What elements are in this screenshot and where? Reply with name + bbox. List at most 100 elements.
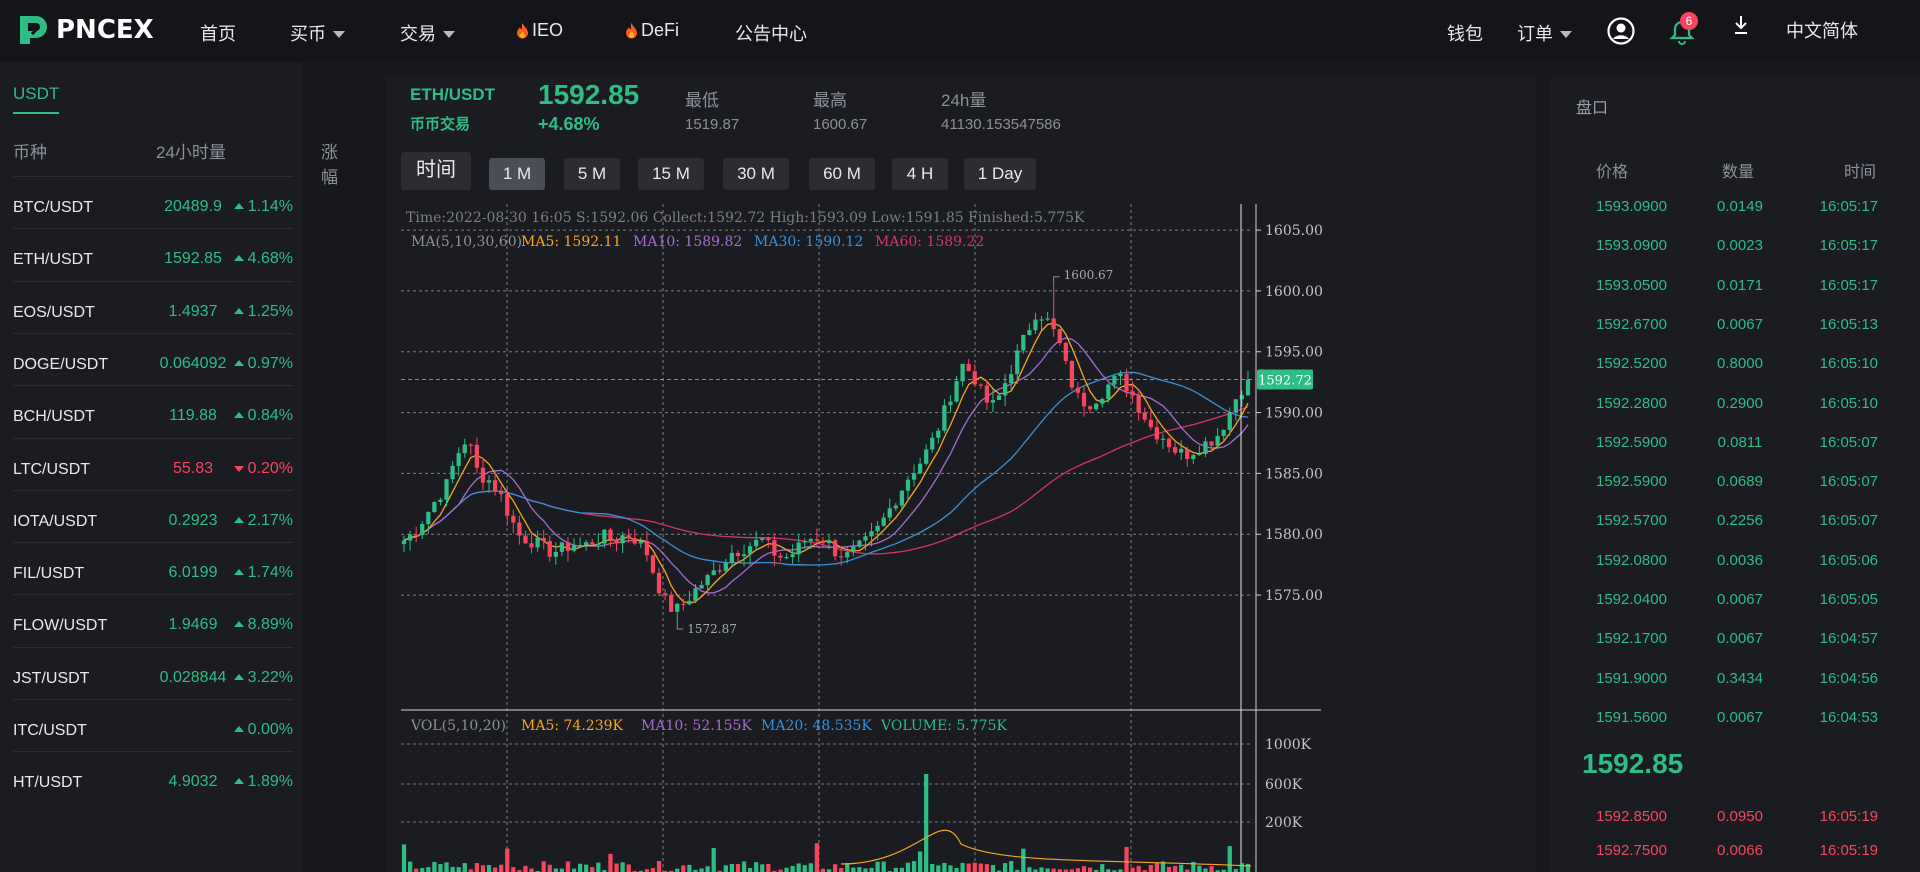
trade-price: 1593.0900 xyxy=(1596,237,1667,255)
market-row[interactable]: IOTA/USDT 0.2923 2.17% xyxy=(13,489,293,542)
volume-bar xyxy=(1021,848,1026,872)
market-row[interactable]: EOS/USDT 1.4937 1.25% xyxy=(13,280,293,333)
nav-wallet[interactable]: 钱包 xyxy=(1447,20,1483,46)
trade-row: 1591.9000 0.3434 16:04:56 xyxy=(1550,670,1920,694)
volume-bar xyxy=(499,864,504,872)
market-change: 0.20% xyxy=(233,459,293,478)
market-row[interactable]: FLOW/USDT 1.9469 8.89% xyxy=(13,594,293,646)
volume-bar xyxy=(1033,869,1038,872)
volume-bar xyxy=(541,861,546,872)
volume-bar xyxy=(990,865,996,872)
volume-bar xyxy=(650,868,656,872)
tab-usdt[interactable]: USDT xyxy=(13,84,60,114)
candle-body xyxy=(414,534,419,536)
market-symbol: IOTA/USDT xyxy=(13,512,98,530)
volume-bar xyxy=(1136,865,1141,872)
candlestick-chart[interactable]: 1605.00 1600.00 1595.00 1590.00 1585.00 1580.… xyxy=(401,204,1526,872)
candle-body xyxy=(1033,319,1038,331)
volume-bar xyxy=(814,843,820,872)
trade-row: 1593.0900 0.0149 16:05:17 xyxy=(1550,198,1920,222)
market-change: 1.74% xyxy=(233,564,293,582)
interval-button-1m[interactable]: 1 M xyxy=(489,158,545,190)
volume-bar xyxy=(1245,863,1251,872)
trade-qty: 0.3434 xyxy=(1717,669,1763,687)
candle-body xyxy=(1118,373,1123,377)
candle-body xyxy=(1172,447,1178,453)
candle-body xyxy=(796,542,801,555)
trade-qty: 0.0067 xyxy=(1717,315,1763,333)
volume-bar xyxy=(711,848,716,872)
candle-body xyxy=(845,552,850,558)
interval-button-60m[interactable]: 60 M xyxy=(809,158,875,190)
volume-bar xyxy=(1124,846,1129,872)
download-icon[interactable] xyxy=(1731,14,1751,36)
candle-body xyxy=(1142,412,1147,420)
market-row[interactable]: BCH/USDT 119.88 0.84% xyxy=(13,385,293,437)
market-row[interactable]: HT/USDT 4.9032 1.89% xyxy=(13,751,293,803)
candle-body xyxy=(1215,436,1220,446)
volume-bar xyxy=(547,864,552,872)
candle-body xyxy=(444,479,449,500)
volume-bar xyxy=(1197,865,1202,872)
nav-announcements[interactable]: 公告中心 xyxy=(735,20,807,46)
market-row[interactable]: DOGE/USDT 0.064092 0.97% xyxy=(13,332,293,385)
trade-time: 16:05:13 xyxy=(1819,315,1878,333)
volume-bar xyxy=(1172,865,1178,872)
candle-body xyxy=(772,540,777,556)
market-row[interactable]: ETH/USDT 1592.85 4.68% xyxy=(13,228,293,280)
high-marker-line xyxy=(1053,276,1060,283)
candle-body xyxy=(893,505,898,509)
volume-bar xyxy=(717,870,722,872)
trade-qty: 0.8000 xyxy=(1717,355,1763,373)
trade-row: 1592.6700 0.0067 16:05:13 xyxy=(1550,316,1920,340)
market-row[interactable]: FIL/USDT 6.0199 1.74% xyxy=(13,542,293,594)
nav-buy[interactable]: 买币 xyxy=(290,20,345,46)
interval-button-1day[interactable]: 1 Day xyxy=(964,158,1036,190)
user-account-icon[interactable] xyxy=(1607,17,1635,45)
trade-qty: 0.0023 xyxy=(1717,237,1763,255)
candle-body xyxy=(1179,448,1184,453)
market-row[interactable]: JST/USDT 0.028844 3.22% xyxy=(13,646,293,699)
candle-body xyxy=(1154,427,1160,440)
nav-defi[interactable]: DeFi xyxy=(625,20,679,41)
interval-button-30m[interactable]: 30 M xyxy=(723,158,789,190)
candle-body xyxy=(832,540,838,557)
candle-body xyxy=(984,385,990,403)
interval-button-15m[interactable]: 15 M xyxy=(638,158,704,190)
nav-home[interactable]: 首页 xyxy=(200,20,236,46)
candle-body xyxy=(1027,330,1032,335)
market-row[interactable]: BTC/USDT 20489.9 1.14% xyxy=(13,176,293,228)
ob-header-qty: 数量 xyxy=(1722,164,1755,181)
market-symbol: EOS/USDT xyxy=(13,303,95,321)
market-change: 2.17% xyxy=(233,512,293,530)
trade-price: 1592.0400 xyxy=(1596,591,1667,608)
candle-body xyxy=(705,574,710,586)
market-change-value: 0.97% xyxy=(247,354,293,372)
pncex-logo-icon xyxy=(20,16,47,44)
volume-bar xyxy=(948,865,953,872)
nav-orders[interactable]: 订单 xyxy=(1517,20,1572,46)
market-change-value: 0.84% xyxy=(247,407,293,425)
volume-bar xyxy=(1154,862,1160,872)
candle-body xyxy=(474,444,480,468)
language-selector[interactable]: 中文简体 xyxy=(1786,17,1858,43)
logo[interactable]: PNCEX xyxy=(14,10,154,50)
market-row[interactable]: LTC/USDT 55.83 0.20% xyxy=(13,437,293,490)
market-row[interactable]: ITC/USDT 0.00% xyxy=(13,699,293,751)
nav-trade[interactable]: 交易 xyxy=(400,20,455,46)
volume-value: 41130.153547586 xyxy=(941,116,1061,133)
candle-body xyxy=(1233,399,1238,413)
volume-bar xyxy=(741,861,747,872)
interval-button-4h[interactable]: 4 H xyxy=(892,158,948,190)
time-chart-button[interactable]: 时间 xyxy=(401,152,471,190)
market-symbol: ITC/USDT xyxy=(13,722,87,739)
market-change-value: 3.22% xyxy=(247,668,293,686)
interval-button-5m[interactable]: 5 M xyxy=(564,158,620,190)
nav-ieo[interactable]: IEO xyxy=(516,20,563,41)
candle-body xyxy=(438,499,443,503)
volume-bar xyxy=(754,862,759,872)
market-change-value: 0.20% xyxy=(247,459,293,477)
volume-bar xyxy=(553,868,558,872)
trade-qty: 0.0067 xyxy=(1717,591,1763,608)
volume-bar xyxy=(1039,867,1044,872)
